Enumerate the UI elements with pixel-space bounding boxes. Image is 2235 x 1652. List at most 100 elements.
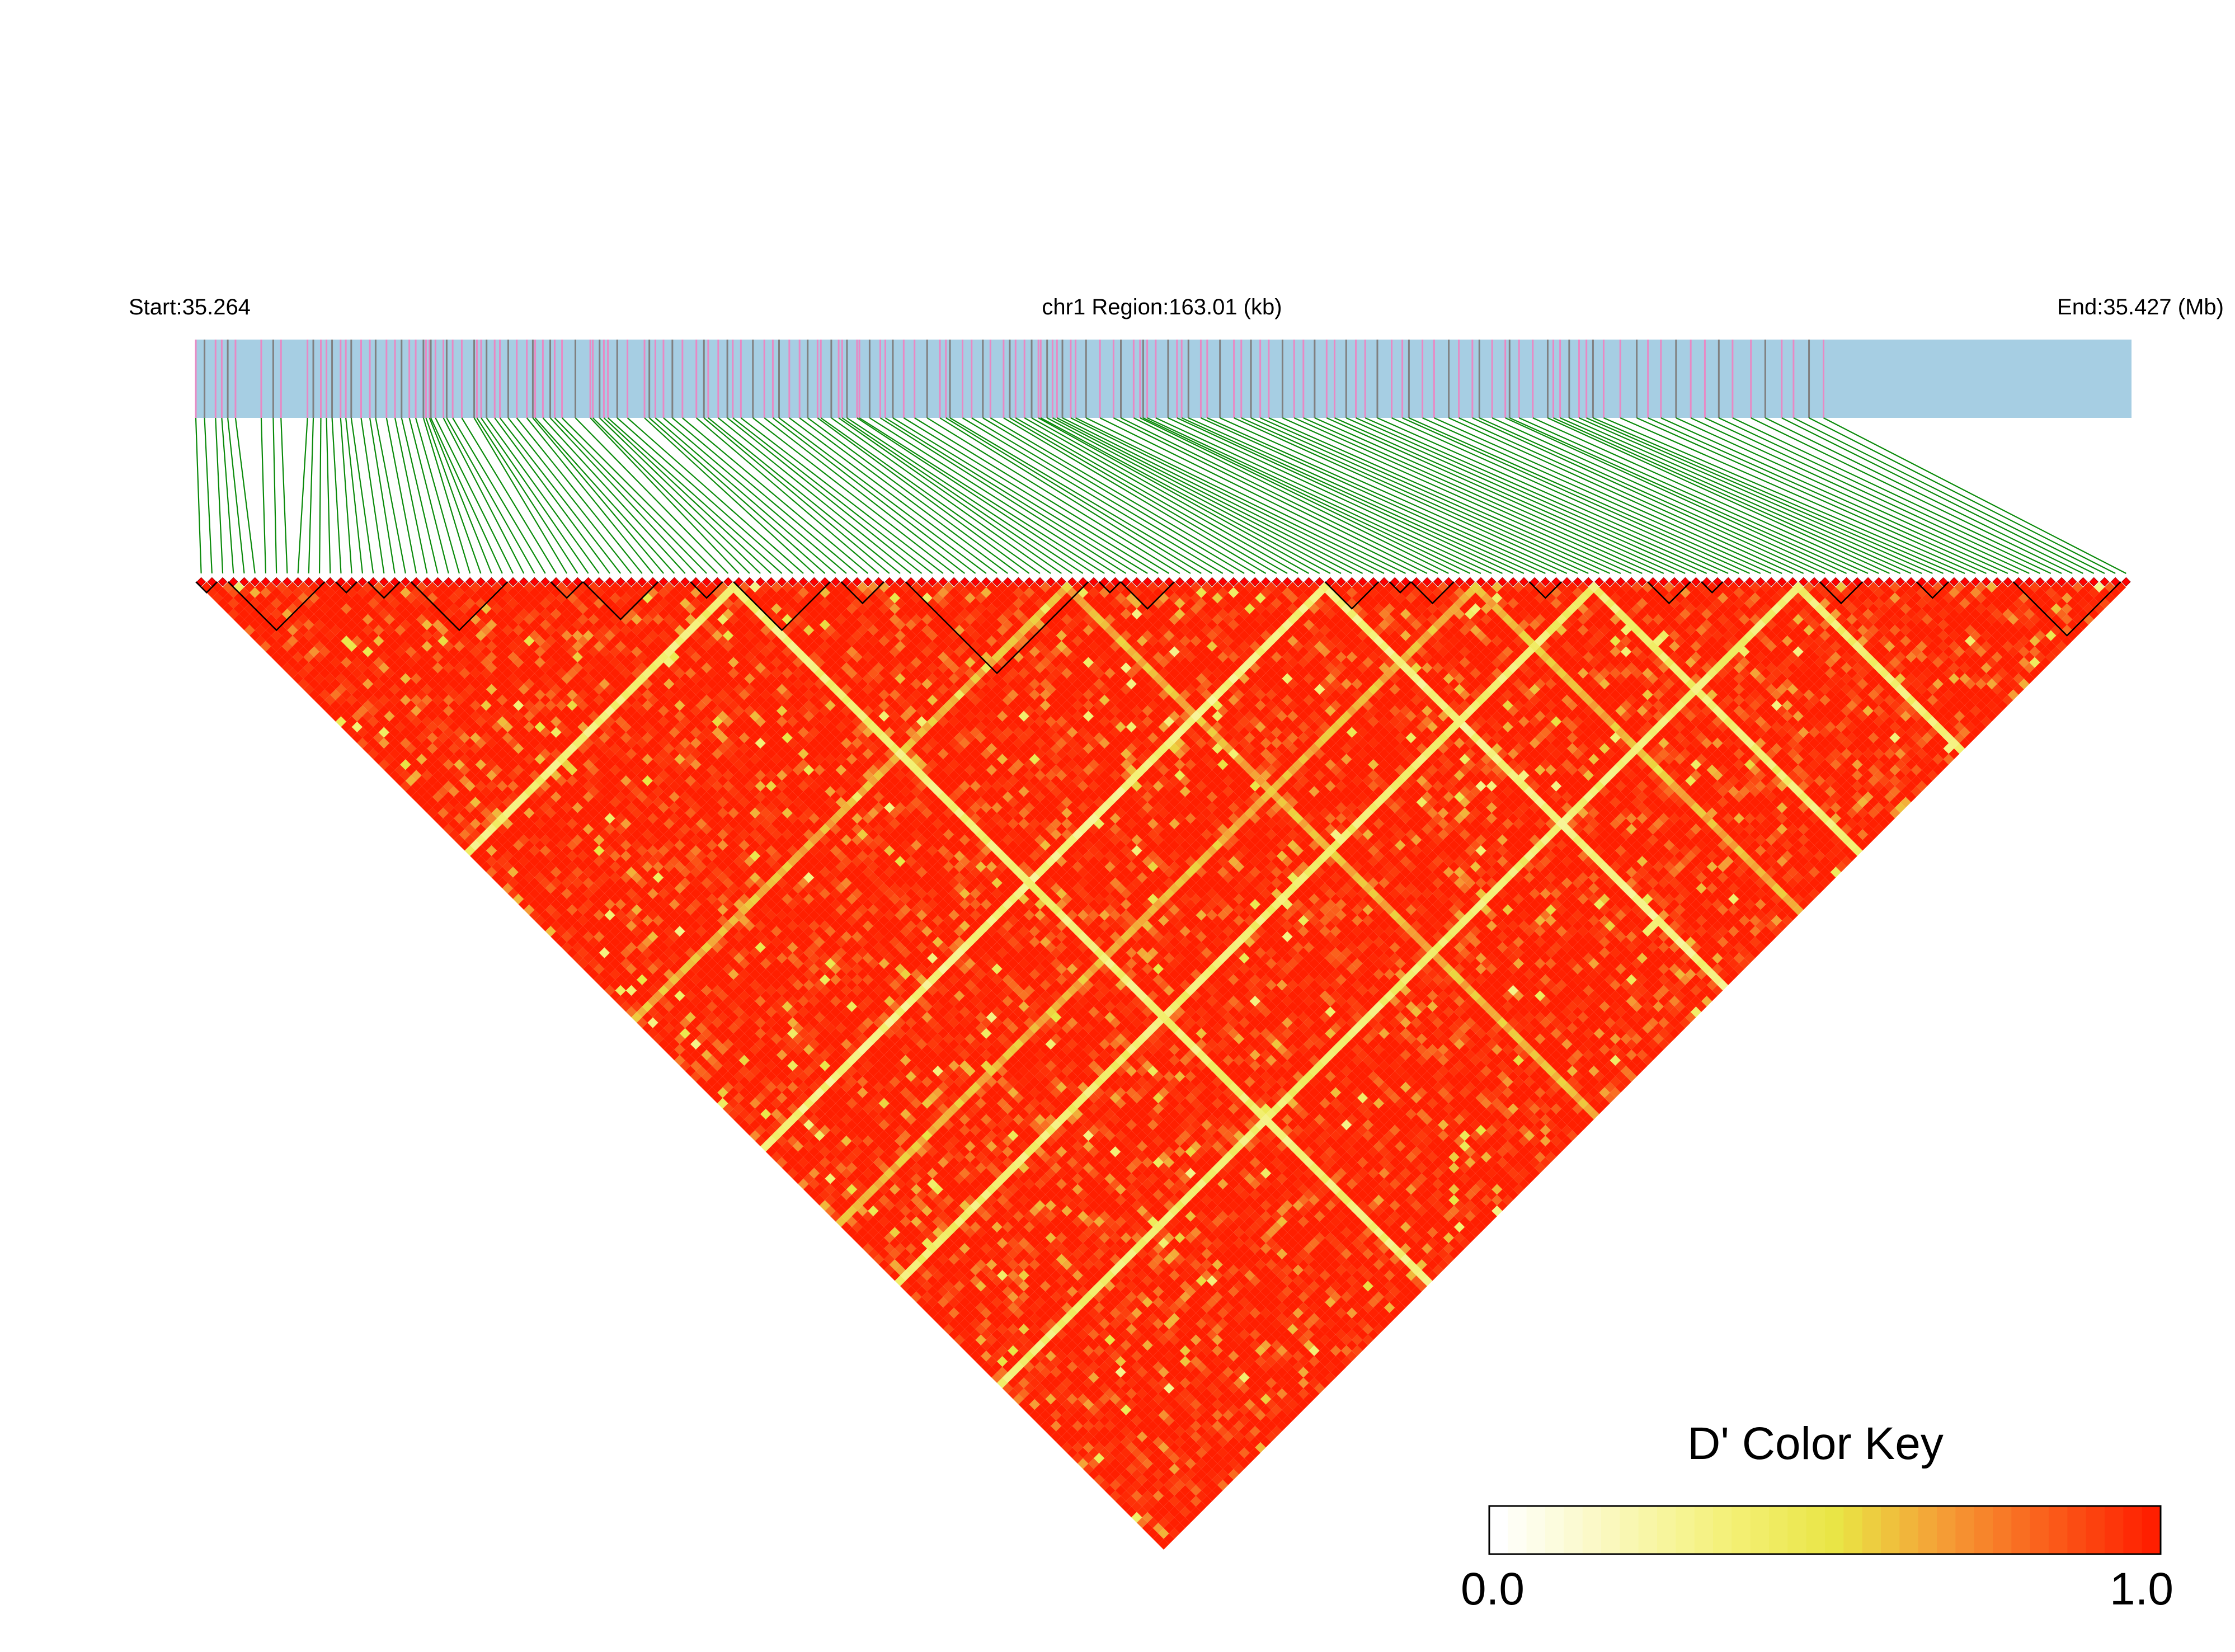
ld-cell [1126, 1442, 1137, 1453]
snp-connector [1569, 417, 1922, 575]
ld-cell [1152, 1425, 1164, 1437]
ld-cell [437, 700, 449, 711]
ld-cell [1174, 1490, 1185, 1502]
ld-cell [932, 1302, 943, 1314]
ld-cell [637, 1006, 648, 1018]
ld-cell [959, 1307, 970, 1319]
ld-cell [1051, 1410, 1062, 1421]
ld-cell [707, 1087, 718, 1098]
snp-connector [1250, 417, 1599, 575]
ld-cell [948, 1254, 959, 1265]
ld-cell [964, 1237, 976, 1249]
ld-cell [1136, 1420, 1148, 1432]
ld-cell [588, 904, 599, 915]
snp-connector [1024, 417, 1298, 574]
ld-cell [518, 791, 529, 803]
ld-cell [878, 1151, 890, 1162]
snp-connector [949, 417, 1213, 574]
ld-cell [1072, 1453, 1083, 1464]
ld-cell [862, 1168, 873, 1179]
ld-cell [470, 775, 481, 787]
ld-cell [244, 592, 255, 604]
ld-cell [895, 1200, 906, 1211]
ld-cell [362, 710, 374, 722]
ld-cell [927, 1221, 938, 1232]
ld-cell [1142, 1469, 1153, 1480]
ld-cell [1083, 1399, 1094, 1410]
ld-cell [787, 1157, 798, 1168]
ld-cell [1088, 1437, 1099, 1448]
ld-cell [857, 1173, 868, 1184]
ld-cell [782, 1055, 793, 1066]
ld-cell [1131, 1501, 1142, 1512]
ld-cell [610, 969, 621, 980]
snp-connector [914, 417, 1170, 574]
ld-cell [1109, 1404, 1121, 1415]
ld-cell [448, 797, 459, 808]
ld-cell [1169, 1485, 1180, 1496]
ld-cell [389, 694, 401, 706]
ld-cell [534, 840, 545, 851]
ld-cell [782, 1066, 793, 1077]
ld-cell [1131, 1404, 1142, 1415]
ld-cell [964, 1270, 976, 1281]
ld-cell [975, 1324, 986, 1335]
ld-cell [921, 1205, 933, 1217]
snp-connector [1391, 417, 1739, 575]
ld-cell [733, 1103, 745, 1114]
ld-cell [1045, 1329, 1056, 1340]
snp-connector [799, 417, 1008, 574]
ld-cell [1185, 1469, 1196, 1480]
ld-cell [534, 883, 545, 894]
ld-cell [1077, 1394, 1089, 1405]
ld-cell [873, 1221, 884, 1232]
ld-cell [825, 1151, 836, 1162]
ld-cell [889, 1259, 901, 1270]
snp-connector [499, 417, 622, 574]
ld-cell [825, 1205, 836, 1217]
ld-cell [948, 1329, 959, 1340]
ld-cell [637, 1017, 648, 1028]
ld-cell [938, 1211, 949, 1222]
ld-cell [1142, 1415, 1153, 1426]
snp-connector [1133, 417, 1449, 574]
ld-cell [862, 1146, 873, 1157]
ld-cell [1034, 1350, 1046, 1362]
ld-cell [1077, 1447, 1089, 1458]
ld-cell [1067, 1383, 1078, 1394]
snp-connector [1220, 417, 1568, 575]
ld-cell [1061, 1367, 1072, 1378]
snp-connector [1636, 417, 1987, 575]
ld-cell [707, 1044, 718, 1055]
ld-cell [373, 679, 384, 690]
ld-cell [1013, 1307, 1024, 1319]
ld-cell [588, 883, 599, 894]
ld-cell [1061, 1388, 1072, 1399]
ld-cell [1099, 1404, 1110, 1415]
ld-cell [916, 1254, 928, 1265]
ld-cell [814, 1151, 825, 1162]
ld-cell [507, 877, 519, 888]
ld-cell [981, 1254, 992, 1265]
ld-cell [938, 1286, 949, 1297]
ld-cell [588, 969, 599, 980]
ld-cell [846, 1216, 858, 1227]
ld-cell [1061, 1345, 1072, 1356]
snp-connector [655, 417, 836, 574]
ld-cell [1136, 1507, 1148, 1518]
snp-connector [350, 417, 374, 574]
ld-cell [610, 926, 621, 937]
ld-cell [707, 980, 718, 991]
ld-cell [362, 679, 374, 690]
ld-cell [733, 1081, 745, 1093]
snp-connector [869, 417, 1116, 574]
snp-connector [345, 417, 364, 574]
ld-cell [497, 802, 508, 813]
ld-cell [497, 877, 508, 888]
ld-cell [825, 1194, 836, 1206]
ld-cell [1094, 1410, 1105, 1421]
ld-cell [545, 872, 556, 883]
ld-cell [685, 958, 696, 969]
ld-cell [411, 748, 422, 760]
ld-cell [927, 1243, 938, 1254]
